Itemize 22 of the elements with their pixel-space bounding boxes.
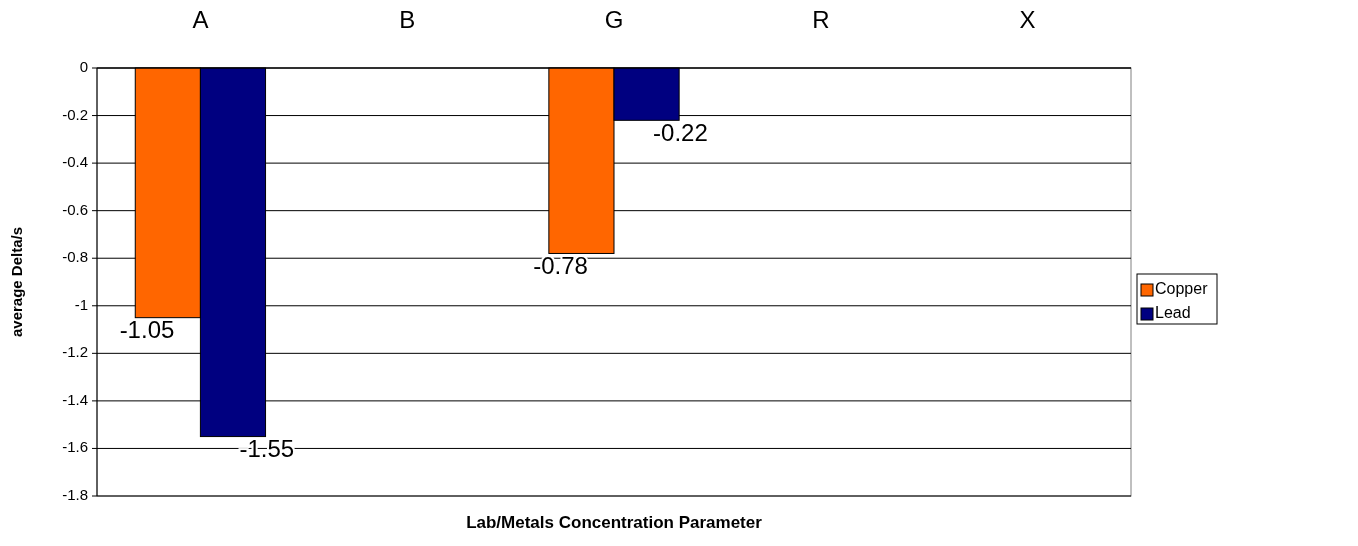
data-label: -0.22 (653, 118, 708, 146)
x-axis-title: Lab/Metals Concentration Parameter (466, 513, 763, 532)
data-label: -0.78 (533, 251, 588, 279)
y-tick-label: -0.6 (62, 200, 88, 218)
y-tick-label: -0.2 (62, 105, 88, 123)
data-label: -1.05 (119, 316, 175, 344)
y-axis-title: average Delta/s (8, 226, 25, 338)
y-tick-label: -0.4 (62, 153, 88, 171)
x-tick-label: X (1019, 6, 1036, 34)
x-tick-label: R (812, 6, 830, 34)
y-tick-label: -1.2 (62, 343, 88, 361)
x-tick-label: B (399, 6, 416, 34)
y-tick-label: -1 (74, 295, 88, 313)
x-tick-label: G (604, 6, 624, 34)
x-tick-label: A (192, 6, 209, 34)
legend-label: Lead (1155, 304, 1191, 322)
y-tick-label: -1.6 (62, 438, 88, 456)
legend-label: Copper (1155, 280, 1209, 298)
y-tick-label: -0.8 (62, 248, 88, 266)
y-tick-label: 0 (79, 57, 88, 75)
y-tick-label: -1.8 (62, 485, 88, 503)
y-tick-label: -1.4 (62, 390, 88, 408)
